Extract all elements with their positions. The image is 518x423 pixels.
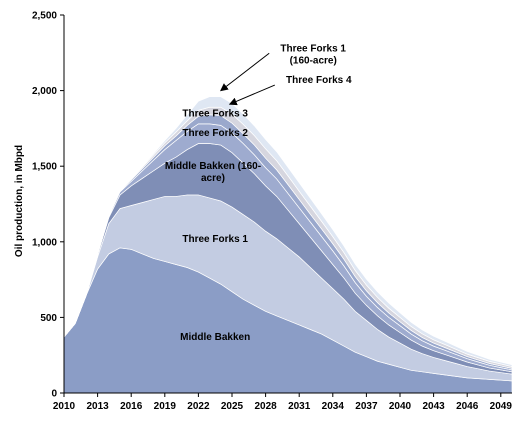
y-tick-label: 1,000 [32, 237, 57, 248]
x-tick-label: 2037 [355, 401, 378, 412]
y-tick-label: 2,500 [32, 11, 57, 22]
area-label-three-forks-3: Three Forks 3 [182, 108, 248, 119]
area-label-middle-bakken: Middle Bakken [180, 332, 250, 343]
y-tick-label: 2,000 [32, 86, 57, 97]
x-tick-label: 2019 [154, 401, 177, 412]
x-tick-label: 2010 [53, 401, 76, 412]
x-tick-label: 2013 [86, 401, 109, 412]
callout-arrow-three-forks-1-160-acre [220, 52, 270, 92]
y-axis-label: Oil production, in Mbpd [14, 145, 25, 257]
x-tick-label: 2049 [490, 401, 513, 412]
area-label-three-forks-2: Three Forks 2 [182, 128, 248, 139]
x-tick-label: 2034 [322, 401, 345, 412]
x-tick-label: 2022 [187, 401, 210, 412]
x-tick-label: 2040 [389, 401, 412, 412]
area-label-three-forks-1: Three Forks 1 [182, 234, 248, 245]
stacked-areas [63, 96, 513, 394]
x-tick-label: 2043 [422, 401, 445, 412]
y-tick-label: 0 [51, 389, 57, 400]
area-labels: Middle Bakken Three Forks 1 Middle Bakken … [165, 108, 261, 343]
x-tick-label: 2025 [221, 401, 244, 412]
x-tick-label: 2031 [288, 401, 311, 412]
axes: 0 500 1,000 1,500 2,000 2,500 2010 2013 2016 2019… [32, 11, 512, 413]
y-tick-label: 500 [40, 313, 57, 324]
callout-label-three-forks-4: Three Forks 4 [286, 75, 352, 86]
x-tick-label: 2016 [120, 401, 143, 412]
y-tick-label: 1,500 [32, 162, 57, 173]
area-three-forks-1-160-acre [63, 96, 513, 367]
area-label-middle-bakken-160-acre: Middle Bakken (160-acre) [165, 161, 261, 184]
x-tick-label: 2046 [456, 401, 479, 412]
x-tick-label: 2028 [254, 401, 277, 412]
callout-label-three-forks-1-160-acre: Three Forks 1 (160-acre) [280, 43, 346, 66]
callouts: Three Forks 1 (160-acre) Three Forks 4 [220, 43, 352, 106]
callout-arrow-three-forks-4 [228, 84, 275, 106]
